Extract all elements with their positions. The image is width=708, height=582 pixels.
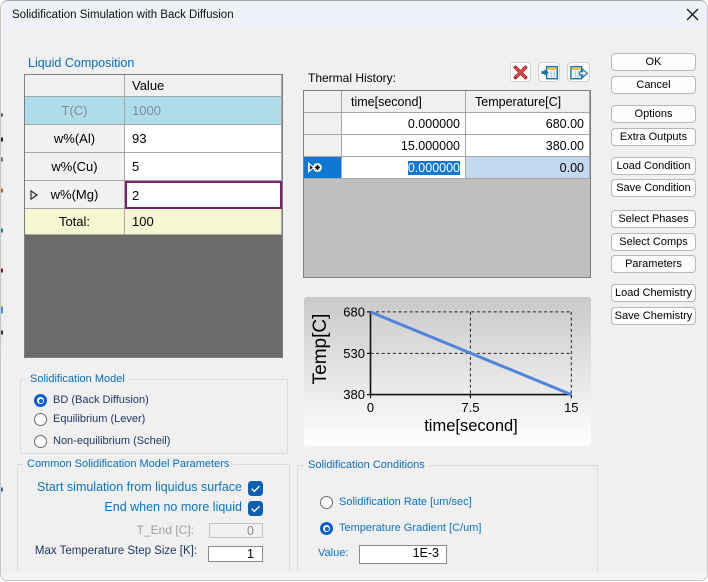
svg-text:530: 530	[343, 346, 365, 361]
svg-text:15: 15	[564, 400, 578, 415]
svg-text:680: 680	[343, 305, 365, 320]
svg-text:0: 0	[367, 400, 374, 415]
svg-text:time[second]: time[second]	[424, 417, 518, 435]
svg-text:380: 380	[343, 387, 365, 402]
svg-text:Temp[C]: Temp[C]	[310, 314, 331, 385]
svg-text:7.5: 7.5	[461, 400, 479, 415]
